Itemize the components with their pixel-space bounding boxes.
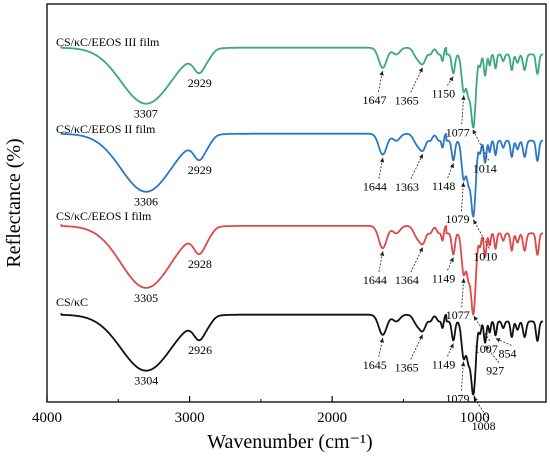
axis-layer (46, 3, 547, 403)
peak-label: 1149 (432, 357, 456, 371)
peak-arrowhead (379, 157, 385, 163)
peak-arrowhead (460, 182, 466, 187)
peak-arrowhead (461, 95, 466, 100)
peak-arrowhead (419, 153, 423, 159)
peak-label: 2926 (188, 343, 212, 357)
peak-arrowhead (379, 337, 384, 343)
peak-arrowhead (472, 129, 477, 135)
x-tick-label: 2000 (317, 410, 347, 426)
peak-label: 1365 (395, 93, 419, 107)
peak-arrowhead (418, 334, 423, 340)
peak-arrowhead (449, 163, 454, 169)
peak-label: 2928 (188, 257, 212, 271)
spectrum-line (60, 313, 544, 396)
peak-label: 1077 (446, 308, 470, 322)
series-layer (60, 46, 544, 396)
peak-label: 3307 (134, 107, 158, 121)
ticks-layer: 4000 3000 2000 1000 (32, 396, 547, 426)
peak-arrow (473, 315, 491, 342)
peak-arrowhead (449, 257, 454, 263)
series-name-label: CS/κC/EEOS III film (56, 35, 160, 49)
y-axis-title: Reflectance (%) (3, 138, 25, 267)
spectrum-line (60, 132, 544, 218)
spectrum-line (60, 224, 544, 316)
x-axis-title: Wavenumber (cm⁻¹) (207, 431, 372, 453)
peak-arrow (461, 361, 464, 391)
peak-label: 1014 (473, 161, 497, 175)
peak-label: 1645 (363, 358, 387, 372)
peak-label: 1077 (446, 125, 470, 139)
peak-label: 1647 (362, 93, 386, 107)
peak-arrowhead (473, 219, 478, 225)
peak-arrow (410, 67, 424, 93)
peak-label: 1010 (473, 250, 497, 264)
peak-arrowhead (418, 67, 423, 73)
peak-arrowhead (449, 76, 454, 82)
series-name-label: CS/κC (56, 295, 88, 309)
peak-label: 2929 (188, 76, 212, 90)
peak-label: 1008 (472, 419, 496, 433)
spectrum-line (60, 46, 544, 129)
peak-arrow (410, 334, 424, 360)
peak-arrowhead (460, 361, 466, 367)
peak-arrowhead (449, 343, 454, 349)
peak-arrow (461, 278, 465, 308)
peak-arrowhead (495, 338, 501, 343)
peak-arrow (410, 153, 424, 179)
peak-label: 1365 (395, 360, 419, 374)
peak-arrowhead (461, 278, 466, 283)
peak-label: 1644 (363, 273, 387, 287)
peak-arrow (472, 129, 490, 161)
peak-arrowhead (379, 251, 385, 257)
peak-label: 3305 (134, 291, 158, 305)
peak-label: 1079 (445, 392, 469, 406)
peak-arrow (447, 162, 454, 179)
series-name-label: CS/κC/EEOS I film (56, 209, 152, 223)
peak-label: 1150 (432, 86, 456, 100)
peak-label: 1007 (474, 342, 498, 356)
peak-label: 1364 (395, 273, 419, 287)
peak-label: 2929 (188, 163, 212, 177)
peak-label: 1149 (432, 271, 456, 285)
peak-arrowhead (473, 315, 478, 321)
x-tick-label: 3000 (175, 410, 205, 426)
x-tick-label: 1000 (460, 410, 490, 426)
annotation-layer: CS/κC/EEOS III film 3307 2929 1647 1365 1150 1… (56, 35, 517, 433)
peak-label: 1363 (395, 180, 419, 194)
peak-label: 927 (486, 364, 504, 378)
x-tick-label: 4000 (32, 410, 62, 426)
peak-arrow (461, 95, 465, 125)
peak-arrowhead (379, 70, 384, 76)
peak-label: 1148 (432, 179, 456, 193)
peak-arrowhead (418, 247, 423, 253)
peak-arrow (461, 182, 464, 212)
peak-label: 1644 (363, 180, 387, 194)
peak-arrowhead (485, 345, 490, 351)
peak-arrow (410, 247, 424, 273)
plot-frame (46, 3, 547, 403)
peak-label: 854 (499, 346, 517, 360)
series-name-label: CS/κC/EEOS II film (56, 122, 156, 136)
peak-label: 3306 (134, 195, 158, 209)
peak-arrow (446, 76, 454, 86)
peak-label: 3304 (134, 374, 158, 388)
peak-label: 1079 (445, 212, 469, 226)
